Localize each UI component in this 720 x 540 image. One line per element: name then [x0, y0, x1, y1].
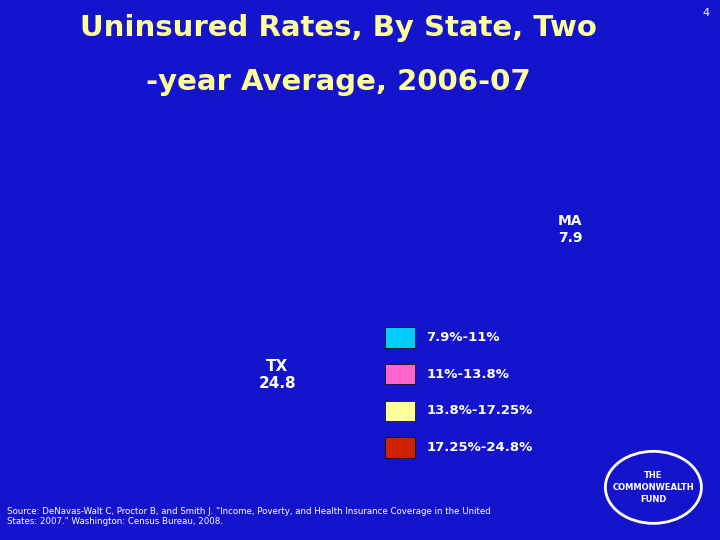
- Text: 11%-13.8%: 11%-13.8%: [426, 368, 509, 381]
- Text: Source: DeNavas-Walt C, Proctor B, and Smith J. "Income, Poverty, and Health Ins: Source: DeNavas-Walt C, Proctor B, and S…: [7, 507, 491, 526]
- Text: 13.8%-17.25%: 13.8%-17.25%: [426, 404, 533, 417]
- Text: -year Average, 2006-07: -year Average, 2006-07: [146, 68, 531, 96]
- Text: THE
COMMONWEALTH
FUND: THE COMMONWEALTH FUND: [613, 471, 694, 504]
- Text: MA
7.9: MA 7.9: [558, 214, 582, 245]
- Text: 17.25%-24.8%: 17.25%-24.8%: [426, 441, 533, 454]
- Text: Uninsured Rates, By State, Two: Uninsured Rates, By State, Two: [80, 14, 597, 42]
- Text: 4: 4: [702, 8, 709, 18]
- Text: 7.9%-11%: 7.9%-11%: [426, 331, 500, 344]
- Text: TX
24.8: TX 24.8: [258, 359, 296, 392]
